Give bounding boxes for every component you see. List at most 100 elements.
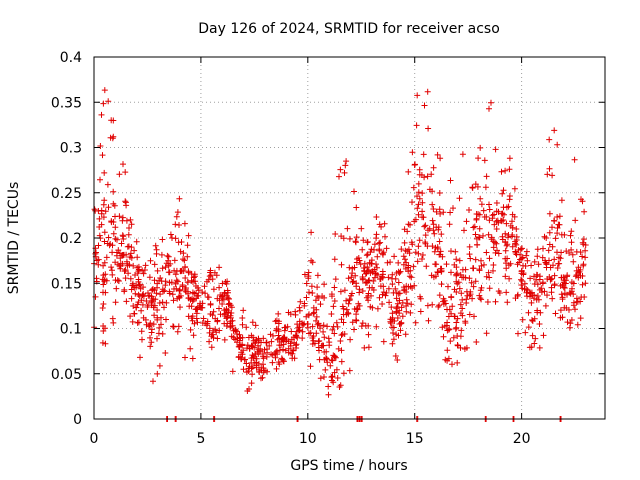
data-point: [209, 276, 216, 283]
data-point: [182, 287, 188, 293]
data-point: [162, 264, 169, 271]
data-point: [564, 273, 570, 280]
data-point: [131, 310, 138, 317]
data-point: [346, 296, 353, 303]
data-point: [151, 277, 158, 284]
data-point: [129, 318, 136, 325]
data-point: [217, 311, 224, 318]
data-point: [529, 332, 536, 339]
data-point: [340, 319, 347, 326]
data-point: [521, 286, 528, 293]
data-point: [408, 301, 415, 308]
data-point: [145, 302, 151, 309]
data-point: [470, 224, 477, 231]
data-point: [403, 303, 410, 309]
data-point: [230, 327, 237, 334]
y-tick-label: 0.25: [51, 186, 82, 202]
data-point: [534, 246, 541, 253]
data-point: [180, 250, 187, 257]
data-point: [254, 349, 261, 355]
data-point: [466, 311, 473, 318]
data-point: [166, 288, 173, 295]
data-point: [433, 261, 440, 268]
data-point: [536, 344, 543, 351]
data-point: [397, 327, 404, 334]
data-point: [176, 222, 182, 228]
data-point: [331, 369, 338, 376]
data-point: [96, 224, 103, 230]
data-point: [536, 276, 543, 283]
data-point: [419, 214, 426, 221]
data-point: [448, 294, 455, 301]
data-point: [540, 279, 546, 286]
data-point: [354, 305, 360, 312]
y-tick-label: 0: [73, 412, 82, 428]
data-point: [100, 100, 107, 107]
data-point: [189, 295, 196, 302]
data-point: [531, 281, 538, 287]
data-point: [210, 286, 217, 293]
data-point: [434, 151, 441, 158]
data-point: [581, 208, 588, 215]
data-point: [266, 342, 273, 349]
data-point: [194, 319, 201, 326]
data-point: [389, 340, 396, 347]
data-point: [564, 319, 571, 326]
data-point: [181, 220, 188, 227]
data-point: [342, 162, 349, 169]
data-point: [100, 301, 107, 307]
data-point: [123, 258, 130, 265]
data-point: [446, 306, 453, 313]
data-point: [438, 231, 445, 238]
data-point: [170, 323, 176, 330]
data-point: [163, 316, 169, 323]
data-point: [268, 338, 275, 345]
data-point: [425, 317, 432, 324]
data-point: [398, 246, 405, 253]
data-point: [127, 250, 134, 257]
data-point: [252, 322, 259, 329]
data-point: [527, 275, 534, 282]
data-point: [97, 143, 104, 149]
data-point: [221, 307, 228, 314]
data-point: [502, 238, 509, 245]
data-point: [414, 258, 421, 265]
data-point: [419, 199, 426, 206]
data-point: [463, 300, 470, 306]
data-point: [519, 278, 525, 284]
data-point: [534, 253, 541, 260]
data-point: [118, 240, 125, 247]
data-point: [414, 205, 421, 212]
data-point: [359, 288, 366, 294]
data-point: [440, 209, 447, 216]
data-point: [525, 324, 532, 331]
data-point: [574, 298, 581, 305]
data-point: [540, 332, 547, 339]
data-point: [115, 247, 122, 254]
data-point: [326, 339, 333, 346]
data-point: [102, 208, 109, 215]
data-point: [112, 299, 119, 306]
data-point: [170, 323, 177, 330]
data-point: [100, 323, 107, 329]
data-point: [309, 290, 316, 296]
data-point: [352, 238, 359, 245]
data-point: [513, 237, 520, 243]
data-point: [480, 207, 487, 214]
data-point: [422, 232, 429, 239]
data-point: [338, 332, 345, 339]
data-point: [107, 241, 114, 247]
data-point: [263, 353, 270, 360]
data-point: [238, 349, 245, 356]
data-point: [151, 287, 158, 294]
data-point: [394, 315, 401, 321]
data-point: [105, 234, 112, 241]
data-point: [403, 308, 410, 315]
data-point: [249, 352, 256, 359]
data-point: [153, 246, 160, 253]
data-point: [114, 261, 121, 268]
data-point: [207, 267, 214, 274]
data-point: [319, 293, 326, 300]
data-point: [334, 323, 341, 330]
y-axis-label: SRMTID / TECUs: [6, 182, 22, 295]
